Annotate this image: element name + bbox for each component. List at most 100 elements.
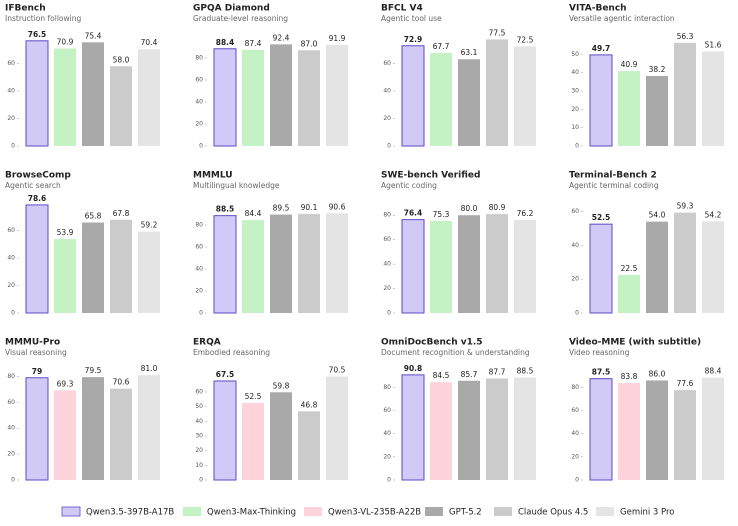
bar [646,75,668,146]
value-label: 67.8 [113,209,130,218]
y-tick-label: 60 [7,60,15,67]
value-label: 90.1 [301,203,318,212]
legend-label: Claude Opus 4.5 [518,508,588,518]
bar [82,377,104,480]
y-tick-label: 50 [195,403,203,410]
y-tick-label: 0 [11,477,15,484]
legend-swatch [304,507,322,516]
chart-title: Video-MME (with subtitle) [569,338,701,348]
value-label: 87.0 [301,39,318,48]
value-label: 79.5 [85,366,102,375]
y-tick-label: 10 [571,124,579,131]
chart-title: Terminal-Bench 2 [569,171,657,181]
y-tick-label: 20 [383,453,391,460]
legend-swatch [425,507,443,516]
bar [54,238,76,313]
bar [514,377,536,480]
y-tick-label: 40 [195,99,203,106]
bar [514,219,536,313]
value-label: 78.6 [28,194,47,203]
bar [674,42,696,146]
value-label: 89.5 [273,204,290,213]
y-tick-label: 20 [7,451,15,458]
value-label: 59.2 [141,221,158,230]
bar [618,382,640,480]
bar [138,375,160,480]
value-label: 83.8 [621,372,638,381]
value-label: 56.3 [677,32,694,41]
y-tick-label: 80 [195,55,203,62]
legend-swatch [494,507,512,516]
bar [54,48,76,147]
bar [270,392,292,480]
value-label: 86.0 [649,369,666,378]
chart-subtitle: Agentic terminal coding [569,181,659,190]
bar [242,49,264,146]
value-label: 40.9 [621,60,638,69]
bar [589,54,613,147]
value-label: 80.0 [461,204,478,213]
chart-title: GPQA Diamond [193,4,270,14]
bar [401,219,425,314]
bar [82,222,104,313]
y-tick-label: 20 [195,288,203,295]
bar [618,71,640,146]
legend-label: Qwen3-Max-Thinking [207,508,296,518]
value-label: 75.4 [85,31,102,40]
value-label: 75.3 [433,210,450,219]
y-tick-label: 0 [199,310,203,317]
y-tick-label: 0 [575,143,579,150]
value-label: 54.2 [705,210,722,219]
bar [646,221,668,313]
y-tick-label: 0 [387,143,391,150]
bar [138,49,160,147]
y-tick-label: 40 [571,242,579,249]
y-tick-label: 20 [383,285,391,292]
y-tick-label: 0 [199,477,203,484]
y-tick-label: 20 [571,276,579,283]
y-tick-label: 50 [571,51,579,58]
y-tick-label: 40 [195,418,203,425]
bar [326,44,348,146]
y-tick-label: 80 [383,212,391,219]
y-tick-label: 40 [383,430,391,437]
y-tick-label: 20 [195,447,203,454]
chart-title: BFCL V4 [381,4,423,14]
bar [242,220,264,313]
y-tick-label: 80 [383,384,391,391]
value-label: 87.7 [489,367,506,376]
bar [270,214,292,313]
chart-title: VITA-Bench [569,4,627,14]
value-label: 91.9 [329,34,346,43]
chart-subtitle: Graduate-level reasoning [193,14,288,23]
legend-label: Gemini 3 Pro [620,508,675,518]
bar [401,374,425,481]
bar [486,214,508,313]
bar [110,219,132,313]
value-label: 70.9 [57,38,74,47]
y-tick-label: 40 [7,88,15,95]
bar [486,378,508,480]
bar [486,39,508,146]
value-label: 59.3 [677,202,694,211]
legend-label: GPT-5.2 [449,508,482,518]
bar [110,388,132,480]
value-label: 79 [32,367,42,376]
y-tick-label: 0 [575,477,579,484]
bar [646,380,668,480]
y-tick-label: 60 [571,407,579,414]
bar [702,377,724,480]
value-label: 92.4 [273,33,290,42]
bar [430,382,452,480]
value-label: 72.9 [404,35,423,44]
bar [25,204,49,314]
bar [82,42,104,147]
bar [589,378,613,481]
y-tick-label: 60 [195,244,203,251]
y-tick-label: 40 [383,261,391,268]
value-label: 63.1 [461,48,478,57]
value-label: 76.5 [28,30,47,39]
chart-title: MMMU-Pro [5,338,60,348]
y-tick-label: 10 [195,462,203,469]
